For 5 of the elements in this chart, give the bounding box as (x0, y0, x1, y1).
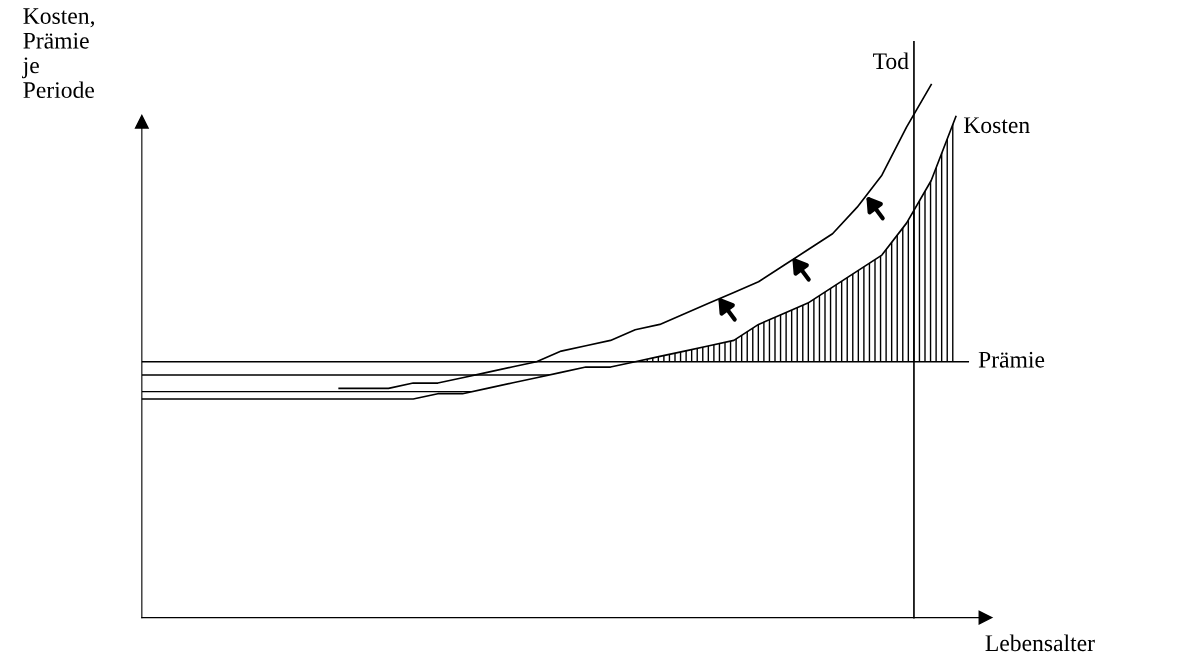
text: Tod (873, 52, 909, 70)
ref-line-label: Prämie (978, 351, 1045, 368)
series-label: Kosten (963, 117, 1030, 134)
x-axis-title: Lebensalter (985, 634, 1095, 652)
y-axis-title: Kosten, Prämie je Periode (22, 8, 94, 99)
